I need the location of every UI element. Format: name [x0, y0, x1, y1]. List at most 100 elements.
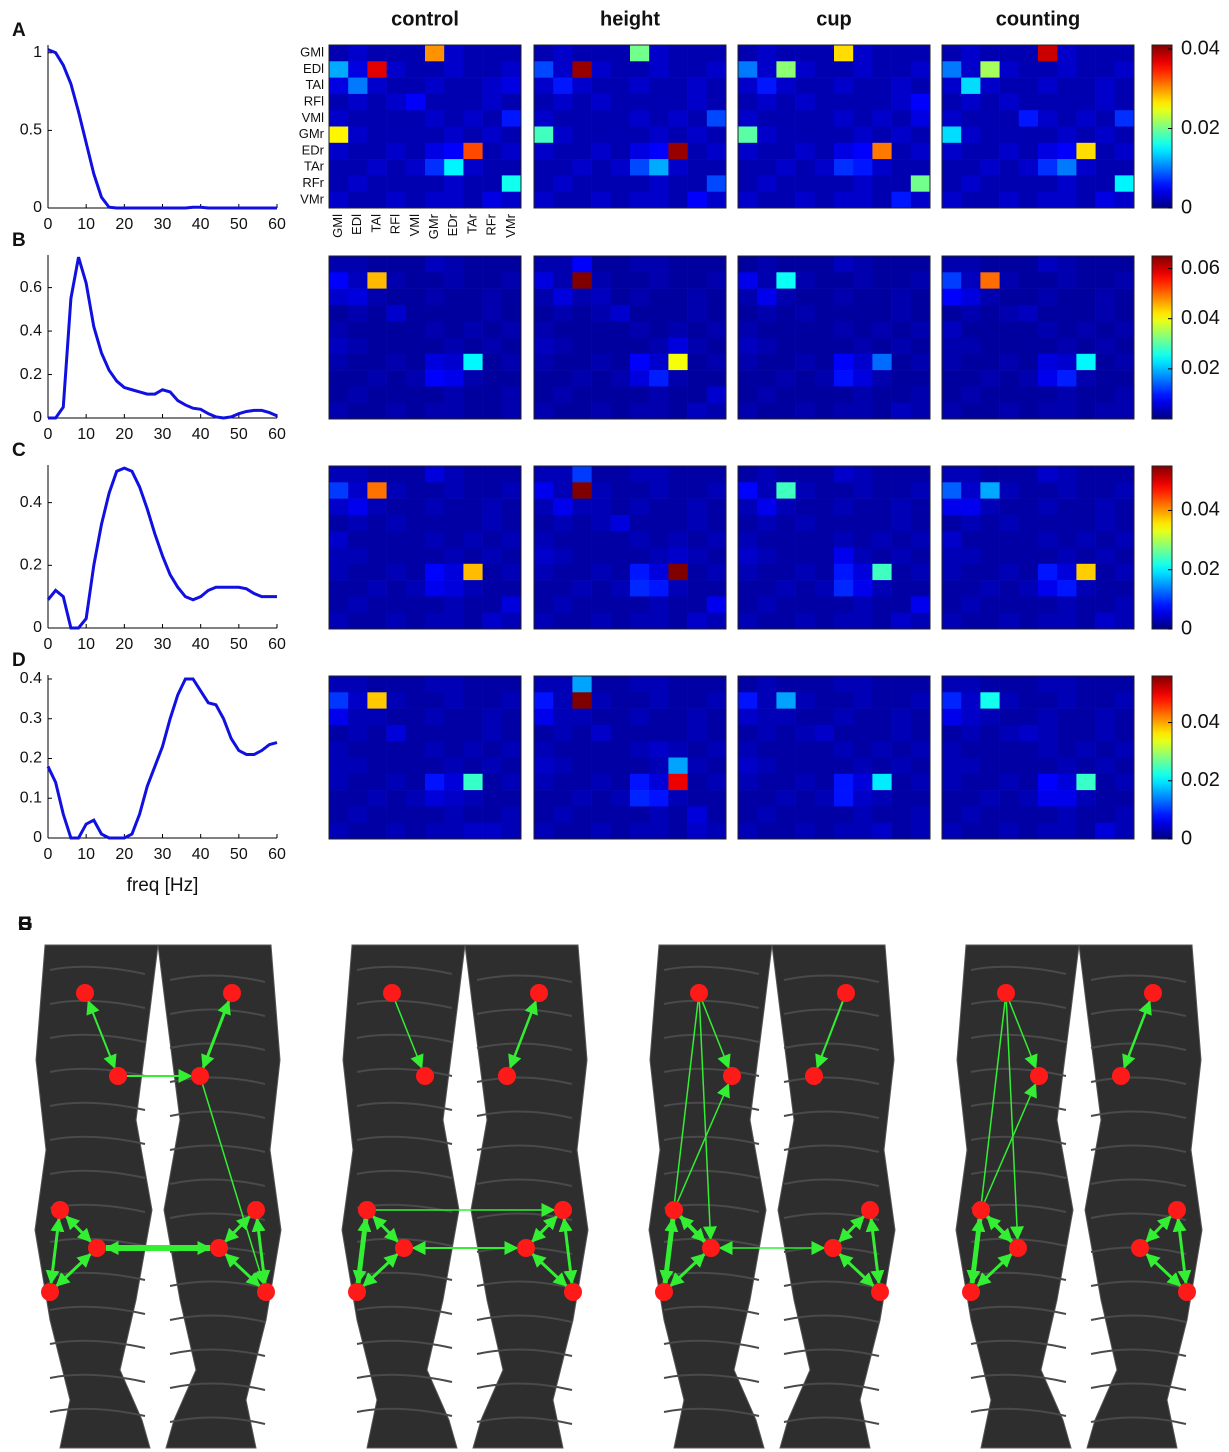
- heatmap-cell: [738, 93, 758, 111]
- heatmap-cell: [329, 724, 349, 742]
- heatmap-cell: [649, 256, 669, 273]
- heatmap-cell: [591, 596, 612, 613]
- heatmap-cell: [1057, 466, 1077, 483]
- heatmap-cell: [834, 596, 854, 613]
- heatmap-cell: [386, 773, 407, 791]
- heatmap-cell: [872, 612, 892, 630]
- heatmap-cell: [1038, 175, 1058, 192]
- heatmap-cell: [1076, 142, 1096, 160]
- heatmap-cell: [444, 159, 464, 176]
- heatmap-cell: [591, 159, 612, 176]
- heatmap-cell: [1095, 822, 1116, 840]
- heatmap-cell: [1018, 498, 1039, 516]
- heatmap-cell: [834, 256, 854, 273]
- heatmap-cell: [630, 126, 650, 144]
- heatmap-cell: [610, 77, 631, 95]
- heatmap-cell: [425, 741, 445, 758]
- heatmap-cell: [591, 304, 612, 322]
- heatmap-cell: [999, 708, 1020, 726]
- heatmap-cell: [668, 596, 688, 613]
- heatmap-cell: [405, 741, 426, 758]
- x-tick-label: 40: [192, 216, 210, 233]
- heatmap-cell: [757, 563, 777, 581]
- heatmap-cell: [814, 45, 835, 62]
- heatmap-cell: [910, 159, 931, 176]
- heatmap-cell: [630, 272, 650, 289]
- heatmap-cell: [999, 272, 1020, 289]
- heatmap-cell: [329, 370, 349, 387]
- heatmap-cell: [482, 45, 503, 62]
- heatmap-cell: [649, 741, 669, 758]
- heatmap-cell: [610, 466, 631, 483]
- heatmap-cell: [853, 612, 873, 630]
- heatmap-cell: [463, 93, 483, 111]
- muscle-node: [837, 984, 855, 1002]
- heatmap-cell: [706, 175, 727, 192]
- heatmap-cell: [1057, 822, 1077, 840]
- leg-texture: [970, 1101, 1187, 1119]
- heatmap-cell: [1038, 272, 1058, 289]
- heatmap-cell: [501, 514, 522, 532]
- heatmap-cell: [706, 256, 727, 273]
- panel-label: B: [12, 230, 26, 251]
- heatmap-cell: [1018, 757, 1039, 775]
- x-tick-label: 60: [268, 846, 286, 863]
- heatmap-cell: [980, 61, 1000, 78]
- heatmap-cell: [501, 93, 522, 111]
- heatmap-cell: [425, 159, 445, 176]
- heatmap-cell: [961, 773, 981, 791]
- colorbar: [1151, 465, 1173, 630]
- heatmap-cell: [534, 337, 554, 355]
- heatmap-cell: [482, 353, 503, 371]
- heatmap-cell: [942, 337, 962, 355]
- heatmap-cell: [386, 304, 407, 322]
- heatmap-cell: [872, 482, 892, 499]
- heatmap-cell: [872, 514, 892, 532]
- heatmap-cell: [591, 466, 612, 483]
- heatmap-cell: [501, 466, 522, 483]
- heatmap-cell: [630, 110, 650, 127]
- heatmap-cell: [980, 272, 1000, 289]
- heatmap-cell: [367, 724, 387, 742]
- heatmap-cell: [482, 773, 503, 791]
- heatmap-cell: [980, 708, 1000, 726]
- heatmap-cell: [814, 757, 835, 775]
- heatmap-cell: [482, 708, 503, 726]
- heatmap-cell: [649, 386, 669, 403]
- heatmap-cell: [942, 563, 962, 581]
- heatmap-cell: [348, 159, 368, 176]
- leg-left: [955, 944, 1080, 1449]
- heatmap-cell: [1057, 402, 1077, 420]
- heatmap-cell: [814, 482, 835, 499]
- heatmap-cell: [757, 676, 777, 693]
- heatmap-cell: [630, 773, 650, 791]
- heatmap-cell: [1057, 110, 1077, 127]
- heatmap-cell: [910, 402, 931, 420]
- heatmap-cell: [425, 304, 445, 322]
- heatmap-cell: [738, 676, 758, 693]
- heatmap-cell: [980, 482, 1000, 499]
- heatmap-cell: [1018, 61, 1039, 78]
- heatmap-cell: [999, 321, 1020, 338]
- x-tick-label: 10: [77, 216, 95, 233]
- heatmap-cell: [834, 724, 854, 742]
- heatmap-cell: [572, 61, 592, 78]
- heatmap-cell: [348, 580, 368, 597]
- leg-diagram: [955, 944, 1203, 1449]
- heatmap-cell: [961, 142, 981, 160]
- heatmap-cell: [814, 741, 835, 758]
- heatmap-cell: [610, 126, 631, 144]
- heatmap-cell: [348, 531, 368, 548]
- heatmap-cell: [1038, 386, 1058, 403]
- heatmap-cell: [668, 288, 688, 306]
- muscle-node: [702, 1239, 720, 1257]
- heatmap-cell: [980, 337, 1000, 355]
- heatmap-cell: [795, 321, 816, 338]
- heatmap-cell: [853, 757, 873, 775]
- heatmap-cell: [1018, 110, 1039, 127]
- heatmap-cell: [534, 466, 554, 483]
- heatmap-cell: [853, 531, 873, 548]
- heatmap-cell: [687, 402, 708, 420]
- heatmap-cell: [910, 757, 931, 775]
- heatmap-cell: [610, 547, 631, 565]
